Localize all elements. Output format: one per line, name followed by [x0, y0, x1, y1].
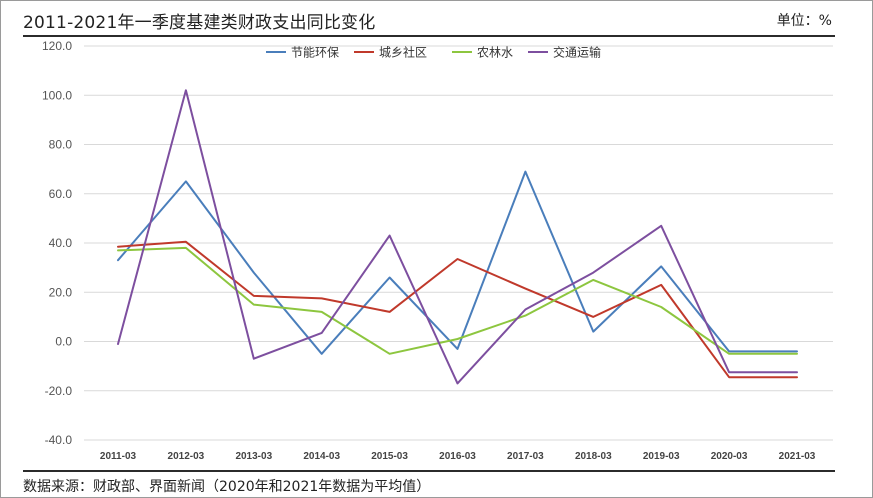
legend-label: 农林水: [477, 46, 513, 60]
legend-label: 交通运输: [553, 45, 601, 60]
x-tick-label: 2012-03: [168, 451, 205, 462]
legend: 节能环保 城乡社区 农林水 交通运输: [266, 45, 601, 60]
x-tick-label: 2021-03: [779, 451, 816, 462]
series-line: [117, 89, 798, 385]
x-tick-label: 2015-03: [371, 451, 408, 462]
y-tick-label: 120.0: [42, 39, 72, 53]
x-tick-label: 2019-03: [643, 451, 680, 462]
y-axis-ticks: -40.0 -20.0 0.0 20.0 40.0 60.0 80.0 100.0 120.0: [42, 39, 72, 447]
y-tick-label: 0.0: [55, 335, 72, 349]
series-line: [117, 246, 798, 355]
source-note: 数据来源：财政部、界面新闻（2020年和2021年数据为平均值）: [23, 479, 431, 495]
y-tick-label: 100.0: [42, 88, 72, 102]
legend-label: 城乡社区: [379, 45, 427, 60]
y-tick-label: -40.0: [45, 433, 73, 447]
x-tick-label: 2014-03: [303, 451, 340, 462]
y-tick-label: 80.0: [49, 138, 73, 152]
x-tick-label: 2013-03: [235, 451, 272, 462]
legend-label: 节能环保: [291, 46, 339, 60]
series-lines: [117, 89, 798, 385]
footer-divider: [23, 470, 835, 472]
x-tick-label: 2016-03: [439, 451, 476, 462]
x-tick-label: 2018-03: [575, 451, 612, 462]
gridlines: [84, 45, 833, 441]
x-axis-ticks: 2011-03 2012-03 2013-03 2014-03 2015-03 2016-…: [100, 451, 816, 462]
y-tick-label: 60.0: [49, 187, 73, 201]
chart-title: 2011-2021年一季度基建类财政支出同比变化: [23, 13, 376, 33]
unit-label: 单位：%: [776, 13, 832, 29]
x-tick-label: 2011-03: [100, 451, 137, 462]
y-tick-label: 20.0: [49, 285, 73, 299]
title-divider: [23, 35, 835, 37]
y-tick-label: 40.0: [49, 236, 73, 250]
y-tick-label: -20.0: [45, 384, 73, 398]
x-tick-label: 2017-03: [507, 451, 544, 462]
series-line: [117, 170, 798, 355]
series-line: [117, 240, 798, 379]
x-tick-label: 2020-03: [711, 451, 748, 462]
